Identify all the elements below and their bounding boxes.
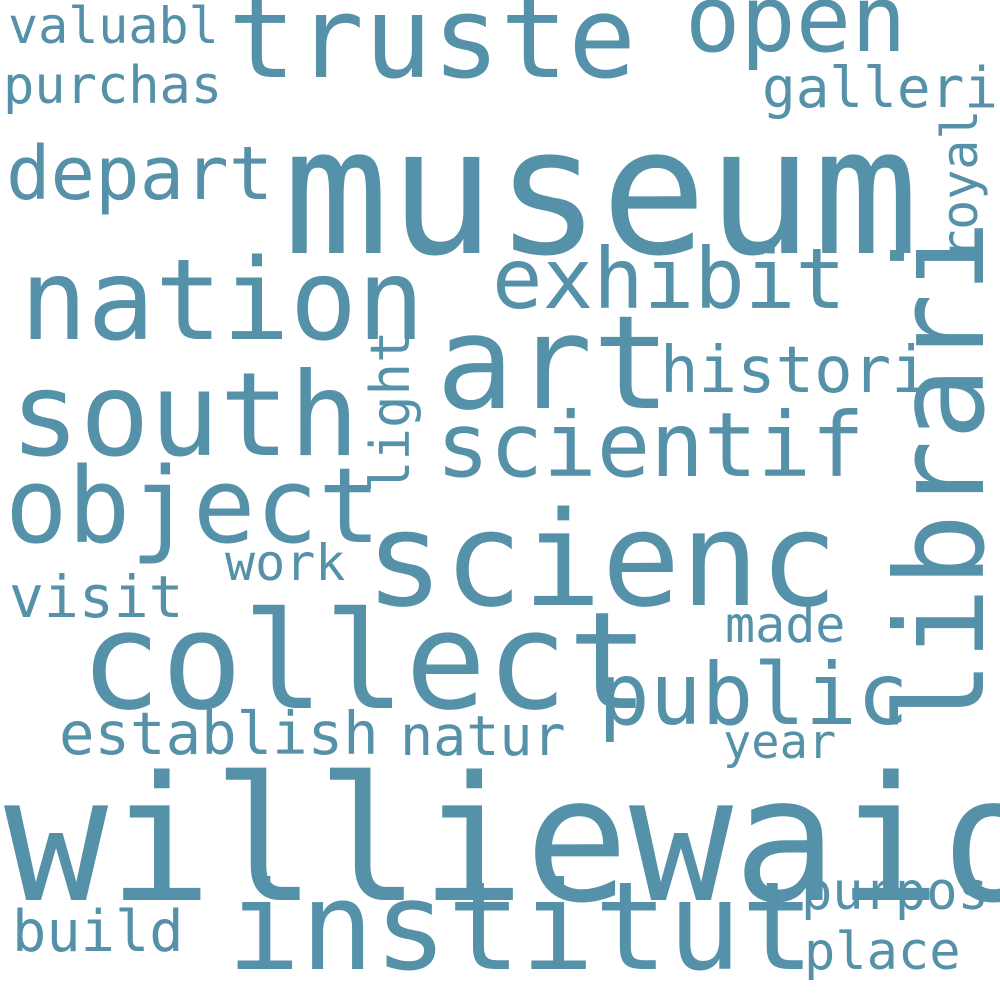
word-south: south [10,348,360,483]
word-work: work [225,534,346,592]
word-year: year [723,715,837,770]
word-royal: royal [931,109,989,260]
word-purpos: purpos [801,862,989,922]
word-nation: nation [20,236,425,366]
word-art: art [436,287,671,439]
word-build: build [12,899,184,965]
word-scienc: scienc [365,483,839,636]
word-institut: institut [227,856,815,998]
word-made: made [725,596,846,654]
word-galleri: galleri [762,56,999,121]
word-object: object [5,445,381,567]
word-visit: visit [9,563,184,631]
word-public: public [598,645,909,745]
word-valuabl: valuabl [8,0,219,55]
word-truste: truste [228,0,637,104]
word-open: open [685,0,907,73]
word-natur: natur [400,704,566,768]
word-light: light [359,330,422,493]
word-place: place [804,922,961,982]
word-exhibit: exhibit [492,230,847,328]
word-scientif: scientif [436,393,865,497]
word-establish: establish [59,699,379,768]
word-williewaiola: williewaiola [4,739,1000,941]
word-depart: depart [6,131,274,217]
word-museum: museum [283,90,919,295]
word-collect: collect [80,583,649,740]
word-histori: histori [660,334,930,408]
word-purchas: purchas [3,56,223,116]
